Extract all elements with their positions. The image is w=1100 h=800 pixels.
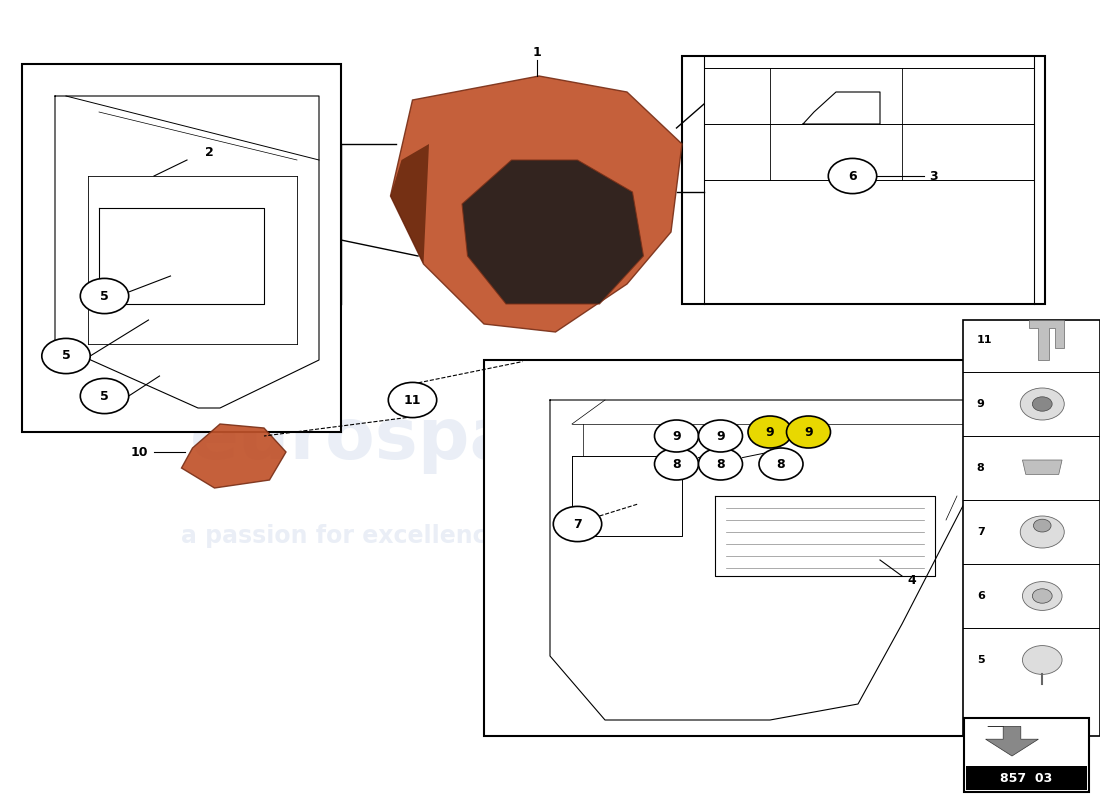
Circle shape	[654, 420, 698, 452]
Circle shape	[698, 448, 742, 480]
Circle shape	[698, 420, 742, 452]
FancyBboxPatch shape	[22, 64, 341, 432]
Polygon shape	[390, 76, 682, 332]
Text: 9: 9	[672, 430, 681, 442]
Circle shape	[1022, 646, 1062, 674]
FancyBboxPatch shape	[966, 766, 1087, 790]
Polygon shape	[390, 144, 429, 264]
Circle shape	[786, 416, 830, 448]
FancyBboxPatch shape	[682, 56, 1045, 304]
Circle shape	[1032, 589, 1053, 603]
Circle shape	[1021, 388, 1065, 420]
Text: a passion for excellence since 1985: a passion for excellence since 1985	[182, 524, 654, 548]
Circle shape	[759, 448, 803, 480]
Text: 6: 6	[848, 170, 857, 182]
Text: 8: 8	[716, 458, 725, 470]
Text: 10: 10	[131, 446, 149, 458]
Text: 4: 4	[908, 574, 916, 586]
Text: 5: 5	[977, 655, 985, 665]
Text: 7: 7	[573, 518, 582, 530]
Text: 5: 5	[100, 290, 109, 302]
Circle shape	[80, 378, 129, 414]
Polygon shape	[462, 160, 644, 304]
Text: 5: 5	[62, 350, 70, 362]
FancyBboxPatch shape	[962, 320, 1100, 736]
FancyBboxPatch shape	[484, 360, 1023, 736]
Text: 2: 2	[205, 146, 213, 158]
Text: 11: 11	[404, 394, 421, 406]
Circle shape	[654, 448, 698, 480]
Text: 9: 9	[766, 426, 774, 438]
Text: 857  03: 857 03	[1000, 772, 1053, 785]
Polygon shape	[1023, 460, 1062, 474]
Text: 8: 8	[777, 458, 785, 470]
Polygon shape	[182, 424, 286, 488]
FancyBboxPatch shape	[964, 718, 1089, 792]
Circle shape	[828, 158, 877, 194]
Text: 6: 6	[977, 591, 985, 601]
Circle shape	[748, 416, 792, 448]
Text: 9: 9	[804, 426, 813, 438]
Circle shape	[42, 338, 90, 374]
Circle shape	[1034, 519, 1050, 532]
Text: 7: 7	[977, 527, 985, 537]
Polygon shape	[986, 726, 1038, 756]
Polygon shape	[1030, 320, 1065, 360]
Circle shape	[1021, 516, 1065, 548]
Circle shape	[1032, 397, 1053, 411]
Text: 3: 3	[930, 170, 938, 182]
Circle shape	[1022, 582, 1062, 610]
Text: 11: 11	[977, 335, 992, 345]
Text: 1: 1	[532, 46, 541, 58]
Text: 5: 5	[100, 390, 109, 402]
Circle shape	[388, 382, 437, 418]
Text: 9: 9	[716, 430, 725, 442]
Circle shape	[80, 278, 129, 314]
Text: 8: 8	[977, 463, 985, 473]
Text: 8: 8	[672, 458, 681, 470]
Text: eurospares: eurospares	[189, 406, 647, 474]
Text: 9: 9	[977, 399, 985, 409]
Circle shape	[553, 506, 602, 542]
